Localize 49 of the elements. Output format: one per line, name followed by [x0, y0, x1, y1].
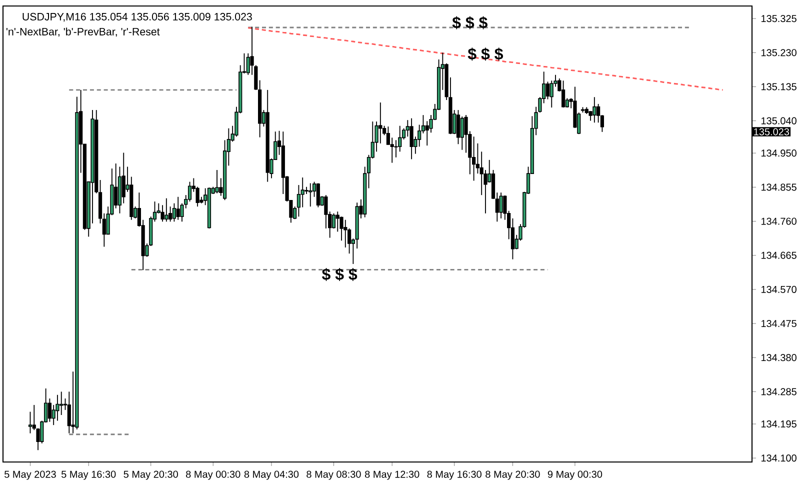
y-tick-label: 134.100 — [761, 454, 796, 462]
candlestick — [176, 196, 180, 220]
y-tick-label: 134.855 — [761, 184, 796, 191]
text: 135.023 — [754, 128, 790, 136]
x-tick-label: 8 May 04:30 — [244, 470, 299, 480]
y-tick-label: 135.040 — [761, 117, 796, 124]
candlestick — [546, 81, 550, 100]
candlestick — [48, 398, 52, 422]
candlestick — [316, 182, 320, 208]
x-tick-label: 8 May 08:30 — [306, 470, 361, 480]
y-tick-label: 134.475 — [761, 320, 796, 328]
candlestick — [592, 96, 596, 124]
x-tick-label: 8 May 20:30 — [486, 470, 540, 480]
y-tick-label: 134.570 — [761, 286, 796, 293]
y-tick-label: 134.380 — [761, 354, 796, 362]
candlestick — [28, 411, 32, 434]
x-tick-label: 8 May 12:30 — [365, 470, 420, 480]
y-tick-label: 134.760 — [761, 218, 796, 225]
candlestick — [460, 116, 464, 150]
candlestick — [562, 80, 566, 108]
candlestick — [332, 212, 336, 229]
y-tick-label: 135.135 — [761, 83, 796, 90]
candlestick — [300, 177, 304, 208]
x-tick-label: 9 May 00:30 — [548, 470, 602, 480]
candlestick — [56, 394, 60, 422]
y-tick-label: 134.950 — [761, 150, 796, 157]
series-label: $ $ $ — [452, 16, 488, 30]
x-tick-label: 5 May 16:30 — [61, 470, 116, 480]
candlestick — [122, 152, 126, 204]
candlestick — [215, 169, 219, 194]
candlestick — [344, 219, 348, 248]
text: 'n'-NextBar, 'b'-PrevBar, 'r'-Reset — [6, 28, 160, 37]
y-tick-label: 135.325 — [761, 15, 796, 22]
text: USDJPY,M16 135.054 135.056 135.009 135.023 — [22, 12, 252, 22]
x-tick-label: 5 May 2023 — [4, 470, 56, 480]
candlestick — [499, 192, 503, 219]
series-label: $ $ $ — [468, 48, 504, 61]
candlestick — [164, 198, 168, 222]
y-tick-label: 134.285 — [761, 388, 796, 396]
y-tick-label: 134.195 — [761, 420, 796, 428]
x-tick-label: 8 May 00:30 — [186, 470, 240, 480]
candlestick — [390, 137, 394, 164]
x-tick-label: 8 May 16:30 — [427, 470, 482, 480]
y-tick-label: 134.665 — [761, 252, 796, 259]
series-label: $ $ $ — [322, 268, 358, 282]
y-tick-label: 135.230 — [761, 49, 796, 56]
x-tick-label: 5 May 20:30 — [124, 470, 178, 480]
candlestick — [324, 194, 328, 229]
candlestick — [410, 118, 414, 160]
